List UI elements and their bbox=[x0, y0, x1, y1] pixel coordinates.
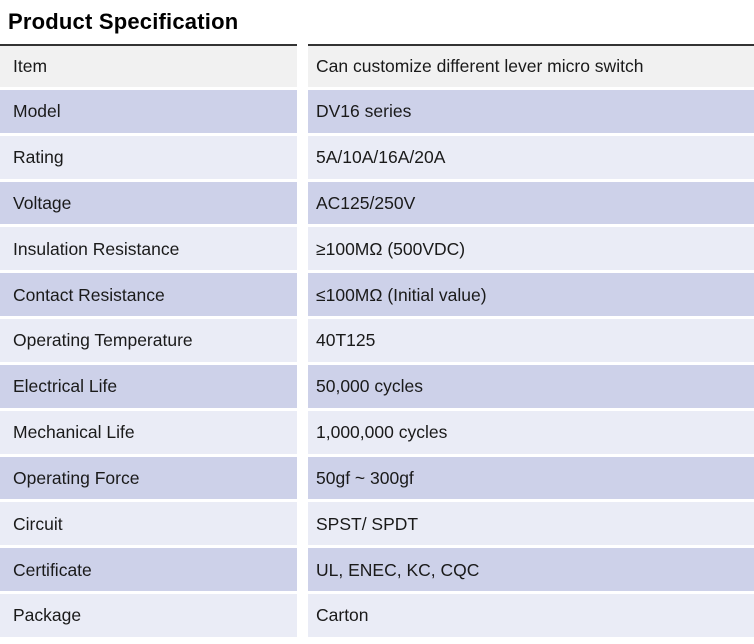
row-value: AC125/250V bbox=[308, 181, 754, 225]
row-label: Circuit bbox=[0, 502, 297, 546]
row-value: 50,000 cycles bbox=[308, 364, 754, 408]
row-value: DV16 series bbox=[308, 89, 754, 133]
row-label: Operating Temperature bbox=[0, 319, 297, 362]
table-row-electrical-life: Electrical Life 50,000 cycles bbox=[0, 364, 754, 408]
table-row-certificate: Certificate UL, ENEC, KC, CQC bbox=[0, 548, 754, 592]
row-label: Certificate bbox=[0, 548, 297, 592]
row-value: SPST/ SPDT bbox=[308, 502, 754, 546]
row-label: Package bbox=[0, 594, 297, 637]
row-value: ≥100MΩ (500VDC) bbox=[308, 227, 754, 271]
table-row-voltage: Voltage AC125/250V bbox=[0, 181, 754, 225]
table-row-circuit: Circuit SPST/ SPDT bbox=[0, 502, 754, 546]
table-row-model: Model DV16 series bbox=[0, 89, 754, 133]
row-value: 1,000,000 cycles bbox=[308, 410, 754, 454]
row-label: Operating Force bbox=[0, 456, 297, 500]
row-value: Can customize different lever micro swit… bbox=[308, 44, 754, 87]
page-title: Product Specification bbox=[8, 9, 239, 34]
row-label: Item bbox=[0, 44, 297, 87]
row-label: Insulation Resistance bbox=[0, 227, 297, 271]
row-value: UL, ENEC, KC, CQC bbox=[308, 548, 754, 592]
row-value: 5A/10A/16A/20A bbox=[308, 135, 754, 179]
row-label: Mechanical Life bbox=[0, 410, 297, 454]
row-label: Contact Resistance bbox=[0, 273, 297, 317]
row-value: 50gf ~ 300gf bbox=[308, 456, 754, 500]
spec-table: Item Can customize different lever micro… bbox=[0, 44, 754, 637]
row-label: Rating bbox=[0, 135, 297, 179]
table-row-item: Item Can customize different lever micro… bbox=[0, 44, 754, 87]
table-row-mechanical-life: Mechanical Life 1,000,000 cycles bbox=[0, 410, 754, 454]
row-label: Voltage bbox=[0, 181, 297, 225]
row-value: 40T125 bbox=[308, 319, 754, 362]
table-row-package: Package Carton bbox=[0, 594, 754, 637]
table-row-insulation-resistance: Insulation Resistance ≥100MΩ (500VDC) bbox=[0, 227, 754, 271]
table-row-operating-force: Operating Force 50gf ~ 300gf bbox=[0, 456, 754, 500]
table-row-rating: Rating 5A/10A/16A/20A bbox=[0, 135, 754, 179]
row-value: ≤100MΩ (Initial value) bbox=[308, 273, 754, 317]
row-label: Electrical Life bbox=[0, 364, 297, 408]
table-row-operating-temperature: Operating Temperature 40T125 bbox=[0, 319, 754, 362]
row-label: Model bbox=[0, 89, 297, 133]
row-value: Carton bbox=[308, 594, 754, 637]
table-row-contact-resistance: Contact Resistance ≤100MΩ (Initial value… bbox=[0, 273, 754, 317]
title-bar: Product Specification bbox=[0, 0, 754, 44]
